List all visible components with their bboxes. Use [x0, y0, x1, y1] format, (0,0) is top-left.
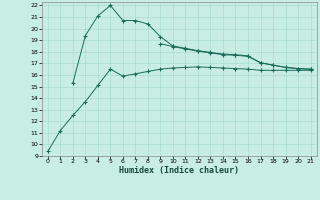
X-axis label: Humidex (Indice chaleur): Humidex (Indice chaleur) — [119, 166, 239, 175]
